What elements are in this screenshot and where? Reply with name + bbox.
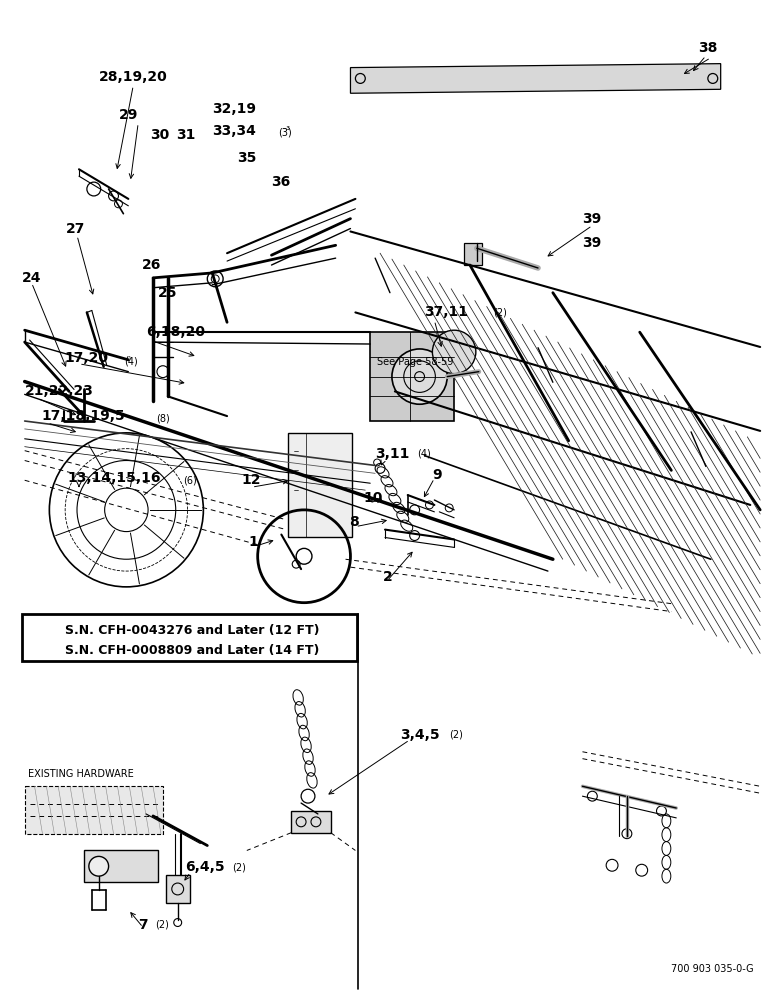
Text: 33,34: 33,34 xyxy=(212,124,256,138)
Bar xyxy=(166,875,190,903)
Text: EXISTING HARDWARE: EXISTING HARDWARE xyxy=(28,769,134,779)
Text: 7: 7 xyxy=(138,918,147,932)
Text: 26: 26 xyxy=(142,258,161,272)
Text: 31: 31 xyxy=(176,128,195,142)
Text: ⁻³: ⁻³ xyxy=(281,126,290,136)
Text: 12: 12 xyxy=(242,473,262,487)
Text: 24: 24 xyxy=(22,271,41,285)
Text: (3): (3) xyxy=(279,128,292,138)
Text: ⁿ: ⁿ xyxy=(127,355,130,365)
Text: 17,20: 17,20 xyxy=(64,351,108,365)
Text: 32,19: 32,19 xyxy=(212,102,256,116)
Text: (2): (2) xyxy=(449,730,463,740)
Text: (4): (4) xyxy=(418,449,432,459)
Bar xyxy=(464,243,482,265)
Text: (4): (4) xyxy=(124,357,138,367)
Text: 21,22,23: 21,22,23 xyxy=(25,384,93,398)
Text: 25: 25 xyxy=(158,286,178,300)
Text: 700 903 035-0-G: 700 903 035-0-G xyxy=(672,964,754,974)
Polygon shape xyxy=(350,64,721,93)
Text: 29: 29 xyxy=(118,108,138,122)
Text: S.N. CFH-0008809 and Later (14 FT): S.N. CFH-0008809 and Later (14 FT) xyxy=(66,644,320,657)
Text: (2): (2) xyxy=(155,920,169,930)
Bar xyxy=(84,850,158,882)
Text: 35: 35 xyxy=(237,151,256,165)
Circle shape xyxy=(432,330,476,374)
Text: 39: 39 xyxy=(582,236,601,250)
Bar xyxy=(22,614,357,661)
Text: 39: 39 xyxy=(582,212,601,226)
Text: 17,18,19,5: 17,18,19,5 xyxy=(42,409,125,423)
Bar xyxy=(25,786,163,834)
Text: See Page 58-59: See Page 58-59 xyxy=(378,357,453,367)
Circle shape xyxy=(89,856,109,876)
Circle shape xyxy=(392,349,447,404)
Bar xyxy=(288,433,353,537)
Text: 28,19,20: 28,19,20 xyxy=(99,70,168,84)
Text: 9: 9 xyxy=(432,468,442,482)
Text: (2): (2) xyxy=(232,862,245,872)
Text: 30: 30 xyxy=(150,128,169,142)
Text: (6): (6) xyxy=(183,475,196,485)
Text: 38: 38 xyxy=(698,41,717,55)
Text: 1: 1 xyxy=(249,535,259,549)
Bar xyxy=(371,332,454,421)
Text: (8): (8) xyxy=(156,413,170,423)
Text: 37,11: 37,11 xyxy=(425,305,469,319)
Bar xyxy=(291,811,330,833)
Text: 8: 8 xyxy=(350,515,359,529)
Text: 3,4,5: 3,4,5 xyxy=(400,728,439,742)
Text: (2): (2) xyxy=(493,307,507,317)
Text: S.N. CFH-0043276 and Later (12 FT): S.N. CFH-0043276 and Later (12 FT) xyxy=(66,624,320,637)
Text: 6,4,5: 6,4,5 xyxy=(185,860,225,874)
Text: 2: 2 xyxy=(383,570,393,584)
Text: 6,18,20: 6,18,20 xyxy=(146,325,205,339)
Text: 10: 10 xyxy=(364,491,383,505)
Text: 36: 36 xyxy=(272,175,291,189)
Text: 27: 27 xyxy=(66,222,86,236)
Text: 3,11: 3,11 xyxy=(375,447,409,461)
Text: 13,14,15,16: 13,14,15,16 xyxy=(67,471,161,485)
